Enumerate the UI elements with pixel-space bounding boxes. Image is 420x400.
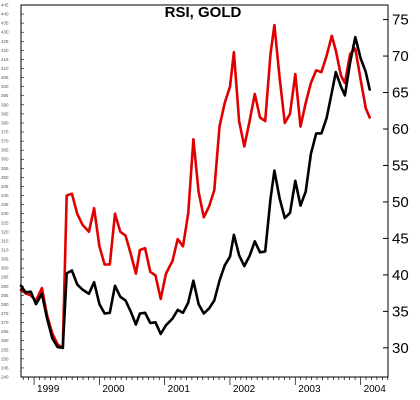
left-tick-label: 390 (1, 102, 9, 107)
right-axis-ticks: 30 35 40 45 50 55 60 65 70 75 (383, 12, 409, 357)
right-tick-label: 65 (392, 85, 409, 102)
x-tick-label: 1999 (37, 384, 60, 395)
left-tick-label: 345 (1, 184, 9, 189)
left-tick-label: 375 (1, 130, 9, 135)
left-tick-label: 415 (1, 57, 9, 62)
left-tick-label: 250 (1, 356, 9, 361)
left-tick-label: 420 (1, 48, 9, 53)
left-tick-label: 400 (1, 84, 9, 89)
series-line-red (19, 23, 372, 350)
right-tick-label: 30 (392, 340, 409, 357)
x-tick-label: 2001 (168, 384, 191, 395)
left-tick-label: 340 (1, 193, 9, 198)
right-tick-label: 35 (392, 303, 409, 320)
left-tick-label: 255 (1, 347, 9, 352)
right-tick-label: 60 (392, 121, 409, 138)
left-tick-label: 245 (1, 365, 9, 370)
left-tick-label: 280 (1, 302, 9, 307)
left-tick-label: 335 (1, 202, 9, 207)
right-tick-label: 70 (392, 48, 409, 65)
series-line-black (19, 35, 372, 350)
left-tick-label: 350 (1, 175, 9, 180)
x-tick-label: 2004 (364, 384, 387, 395)
left-tick-label: 405 (1, 75, 9, 80)
left-tick-label: 295 (1, 275, 9, 280)
right-tick-label: 75 (392, 12, 409, 29)
left-tick-label: 310 (1, 247, 9, 252)
left-tick-label: 365 (1, 148, 9, 153)
left-tick-label: 240 (1, 375, 9, 380)
left-tick-label: 440 (1, 12, 9, 17)
x-tick-label: 2002 (233, 384, 256, 395)
left-tick-label: 260 (1, 338, 9, 343)
left-tick-label: 360 (1, 157, 9, 162)
left-tick-label: 445 (1, 3, 9, 8)
left-tick-label: 435 (1, 21, 9, 26)
left-tick-label: 325 (1, 220, 9, 225)
left-tick-label: 320 (1, 229, 9, 234)
left-tick-label: 290 (1, 284, 9, 289)
series-layer (19, 23, 372, 350)
right-tick-label: 55 (392, 157, 409, 174)
x-tick-label: 2000 (102, 384, 125, 395)
left-tick-label: 425 (1, 39, 9, 44)
plot-frame (20, 4, 389, 378)
left-tick-label: 355 (1, 166, 9, 171)
x-axis-ticks: 1999 2000 2001 2002 2003 2004 (22, 377, 389, 395)
left-tick-label: 330 (1, 211, 9, 216)
right-tick-label: 50 (392, 194, 409, 211)
left-tick-label: 285 (1, 293, 9, 298)
right-tick-label: 40 (392, 267, 409, 284)
left-tick-label: 275 (1, 311, 9, 316)
left-tick-label: 385 (1, 111, 9, 116)
left-tick-label: 410 (1, 66, 9, 71)
left-tick-label: 315 (1, 238, 9, 243)
chart-title: RSI, GOLD (165, 4, 242, 21)
left-tick-label: 265 (1, 329, 9, 334)
x-tick-label: 2003 (298, 384, 321, 395)
left-tick-label: 270 (1, 320, 9, 325)
left-tick-label: 430 (1, 30, 9, 35)
right-tick-label: 45 (392, 230, 409, 247)
left-tick-label: 305 (1, 257, 9, 262)
left-tick-label: 300 (1, 266, 9, 271)
left-tick-label: 380 (1, 120, 9, 125)
left-tick-label: 370 (1, 139, 9, 144)
left-tick-label: 395 (1, 93, 9, 98)
